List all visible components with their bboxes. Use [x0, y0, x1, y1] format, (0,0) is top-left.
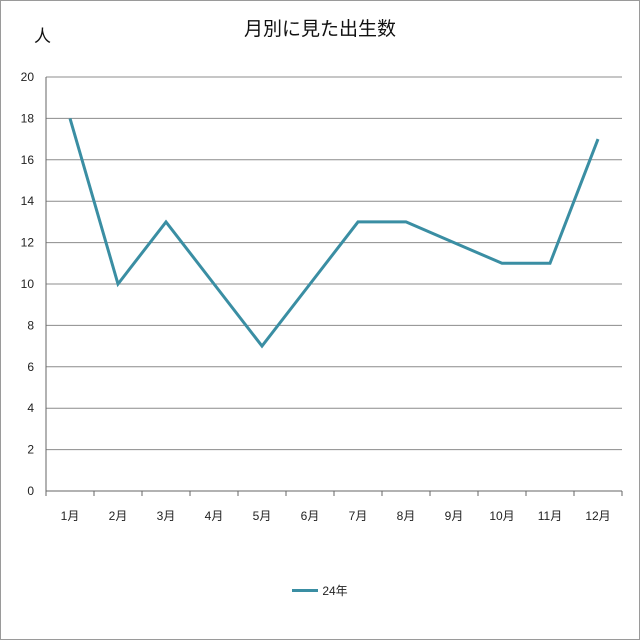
x-tick-label: 8月 [397, 509, 416, 523]
x-tick-label: 10月 [489, 509, 514, 523]
y-tick-label: 12 [21, 236, 35, 250]
legend: 24年 [0, 582, 640, 599]
y-axis-unit-label: 人 [34, 27, 51, 47]
y-tick-label: 16 [21, 153, 35, 167]
x-tick-label: 4月 [205, 509, 224, 523]
x-tick-label: 1月 [61, 509, 80, 523]
legend-label: 24年 [322, 584, 348, 598]
y-tick-label: 18 [21, 111, 35, 125]
y-tick-label: 6 [27, 360, 34, 374]
series-line [68, 117, 600, 349]
x-tick-label: 11月 [538, 509, 562, 523]
y-tick-label: 20 [21, 70, 35, 84]
y-tick-label: 14 [21, 194, 35, 208]
y-tick-label: 8 [27, 318, 34, 332]
x-tick-label: 6月 [301, 509, 320, 523]
y-tick-label: 0 [27, 484, 34, 498]
y-tick-label: 2 [27, 443, 34, 457]
y-tick-label: 10 [21, 277, 35, 291]
legend-line-swatch [292, 589, 319, 592]
x-tick-label: 7月 [349, 509, 368, 523]
x-tick-label: 12月 [585, 509, 610, 523]
x-tick-label: 9月 [445, 509, 464, 523]
x-tick-label: 2月 [109, 509, 128, 523]
y-tick-label: 4 [27, 401, 34, 415]
chart-title: 月別に見た出生数 [243, 18, 396, 40]
x-tick-label: 5月 [253, 509, 272, 523]
x-tick-label: 3月 [157, 509, 176, 523]
